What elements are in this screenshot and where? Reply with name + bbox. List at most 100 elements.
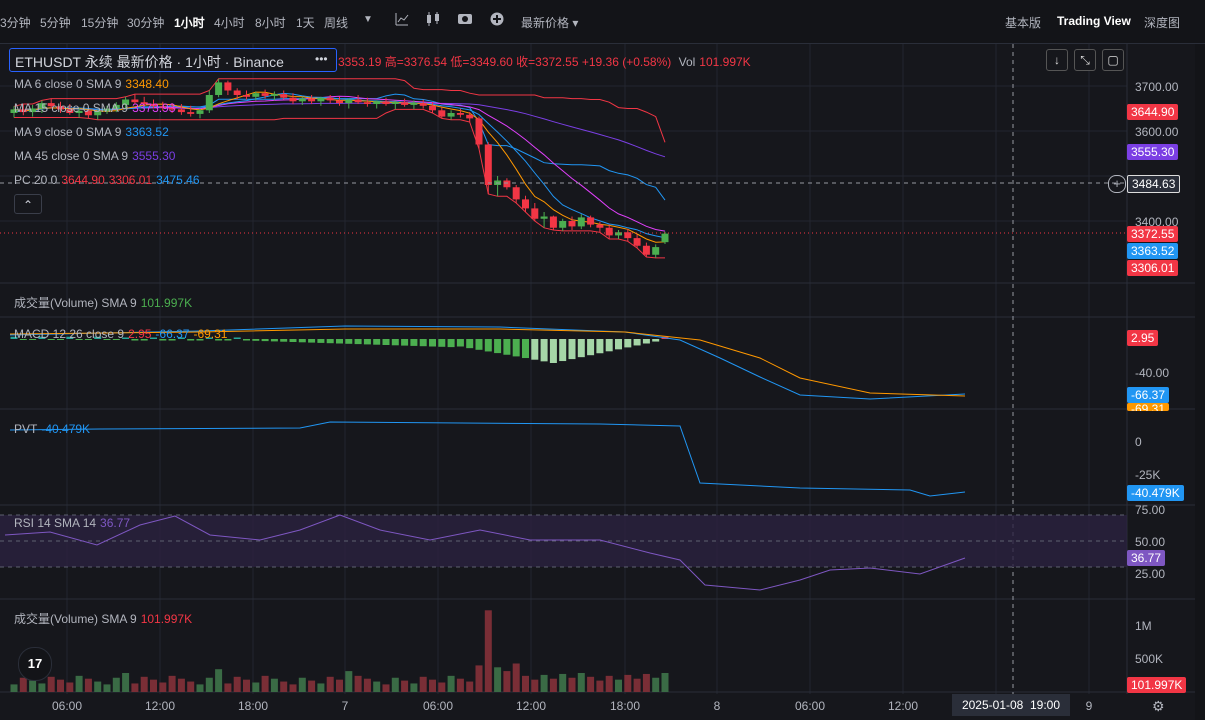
- candle-body: [391, 102, 399, 104]
- macd-histogram-bar: [475, 339, 483, 350]
- candle-body: [345, 99, 353, 104]
- macd-histogram-bar: [484, 339, 492, 352]
- legend-ma45[interactable]: MA 45 close 0 SMA 9 3555.30: [14, 149, 179, 163]
- volume-bar: [84, 678, 92, 692]
- macd-histogram-bar: [84, 339, 92, 340]
- legend-pc[interactable]: PC 20 0 3644.90 3306.01 3475.46: [14, 173, 204, 187]
- candle-body: [596, 224, 604, 228]
- macd-histogram-bar: [522, 339, 529, 359]
- legend-ma6-label: MA 6 close 0 SMA 9: [14, 77, 122, 91]
- candle-body: [84, 110, 92, 116]
- scroll-down-icon[interactable]: ↓: [1046, 49, 1068, 71]
- indicators-icon[interactable]: [395, 12, 409, 29]
- macd-histogram-bar: [633, 339, 641, 346]
- legend-ma9[interactable]: MA 9 close 0 SMA 9 3363.52: [14, 125, 173, 139]
- candle-body: [168, 107, 176, 110]
- add-icon[interactable]: [490, 12, 504, 29]
- timeframe-6[interactable]: 8小时: [255, 16, 286, 30]
- chart-canvas[interactable]: [0, 44, 1205, 720]
- more-icon[interactable]: •••: [315, 52, 328, 66]
- legend-volume2[interactable]: 成交量(Volume) SMA 9 101.997K: [14, 610, 196, 627]
- volume-bar: [336, 679, 343, 692]
- volume-bar: [19, 677, 27, 692]
- candle-body: [10, 109, 18, 113]
- macd-histogram-bar: [317, 339, 325, 343]
- volume-bar: [401, 680, 409, 692]
- volume-bar: [261, 675, 269, 692]
- collapse-legend-button[interactable]: ⌃: [14, 194, 42, 214]
- time-tick: 06:00: [422, 699, 454, 713]
- legend-pc-upper: 3644.90: [61, 173, 105, 187]
- volume-bar: [363, 678, 371, 692]
- timeframe-3[interactable]: 30分钟: [127, 16, 165, 30]
- fullscreen-icon[interactable]: ⤡: [1074, 49, 1096, 71]
- symbol-info-box[interactable]: ETHUSDT 永续 最新价格 · 1小时 · Binance •••: [9, 48, 337, 72]
- view-tab-0[interactable]: 基本版: [1005, 16, 1042, 30]
- candle-body: [140, 102, 148, 104]
- macd-histogram-bar: [540, 339, 548, 362]
- volume-bar: [280, 681, 288, 692]
- popout-icon[interactable]: ▢: [1102, 49, 1124, 71]
- macd-histogram-bar: [150, 337, 157, 339]
- volume-bar: [605, 675, 613, 692]
- macd-histogram-bar: [447, 339, 455, 348]
- candle-body: [559, 221, 567, 228]
- add-alert-icon[interactable]: +: [1108, 175, 1126, 193]
- view-tab-1[interactable]: Trading View: [1057, 14, 1131, 28]
- top-toolbar: 3分钟 5分钟 15分钟 30分钟 1小时 4小时 8小时 1天 周线 ▼ 最新价格 ▾ 基本版…: [0, 0, 1205, 44]
- macd-histogram-bar: [131, 339, 139, 341]
- macd-histogram-bar: [429, 339, 436, 347]
- legend-volume1[interactable]: 成交量(Volume) SMA 9 101.997K: [14, 294, 196, 311]
- camera-icon[interactable]: [458, 12, 472, 27]
- price-type-select[interactable]: 最新价格 ▾: [521, 16, 579, 30]
- rsi-tick: 50.00: [1135, 535, 1166, 549]
- volume-bar: [391, 677, 399, 692]
- volume-bar: [57, 679, 64, 692]
- candle-body: [475, 118, 483, 145]
- candle-body: [605, 227, 613, 236]
- candle-body: [233, 90, 241, 95]
- legend-pvt[interactable]: PVT -40.479K: [14, 422, 94, 436]
- crosshair-time-label: 2025-01-08 19:00: [952, 694, 1070, 716]
- timeframe-8[interactable]: 周线: [324, 16, 349, 30]
- candle-body: [642, 245, 650, 255]
- macd-histogram-bar: [596, 339, 604, 354]
- timeframe-1[interactable]: 5分钟: [40, 16, 71, 30]
- volume-bar: [317, 683, 325, 692]
- legend-volume2-label: 成交量(Volume) SMA 9: [14, 612, 137, 626]
- timeframe-5[interactable]: 4小时: [214, 16, 245, 30]
- volume-bar: [549, 678, 557, 692]
- macd-histogram-bar: [466, 339, 474, 349]
- settings-gear-icon[interactable]: ⚙: [1152, 698, 1165, 714]
- legend-ma15-label: MA 15 close 0 SMA 9: [14, 101, 129, 115]
- macd-histogram-bar: [57, 339, 64, 340]
- candle-body: [633, 238, 641, 246]
- candle-type-icon[interactable]: [425, 12, 441, 29]
- macd-histogram-bar: [298, 339, 306, 343]
- legend-macd[interactable]: MACD 12 26 close 9 2.95 -66.37 -69.31: [14, 327, 231, 341]
- legend-rsi[interactable]: RSI 14 SMA 14 36.77: [14, 516, 134, 530]
- candle-body: [29, 108, 37, 113]
- timeframe-2[interactable]: 15分钟: [81, 16, 119, 30]
- view-tab-2[interactable]: 深度图: [1144, 16, 1181, 30]
- timeframe-4[interactable]: 1小时: [174, 16, 205, 30]
- timeframe-0[interactable]: 3分钟: [0, 16, 31, 30]
- candle-body: [75, 110, 83, 113]
- badge-ma45: 3555.30: [1127, 144, 1179, 160]
- vol-tick: 500K: [1135, 652, 1164, 666]
- legend-ma6[interactable]: MA 6 close 0 SMA 9 3348.40: [14, 77, 173, 91]
- candle-body: [429, 105, 436, 111]
- ohlc-text: 3353.19 高=3376.54 低=3349.60 收=3372.55 +1…: [338, 55, 672, 69]
- volume-bar: [382, 684, 390, 692]
- tradingview-logo-icon: 17: [18, 647, 52, 681]
- timeframe-7[interactable]: 1天: [296, 16, 315, 30]
- timeframe-dropdown-icon[interactable]: ▼: [363, 14, 373, 25]
- legend-ma15-value: 3373.93: [132, 101, 176, 115]
- legend-macd-signal: -69.31: [193, 327, 228, 341]
- volume-bar: [577, 673, 585, 692]
- macd-tick: -40.00: [1135, 366, 1170, 380]
- macd-histogram-bar: [549, 339, 557, 363]
- legend-ma9-value: 3363.52: [125, 125, 169, 139]
- legend-volume1-value: 101.997K: [140, 296, 193, 310]
- legend-ma15[interactable]: MA 15 close 0 SMA 9 3373.93: [14, 101, 179, 115]
